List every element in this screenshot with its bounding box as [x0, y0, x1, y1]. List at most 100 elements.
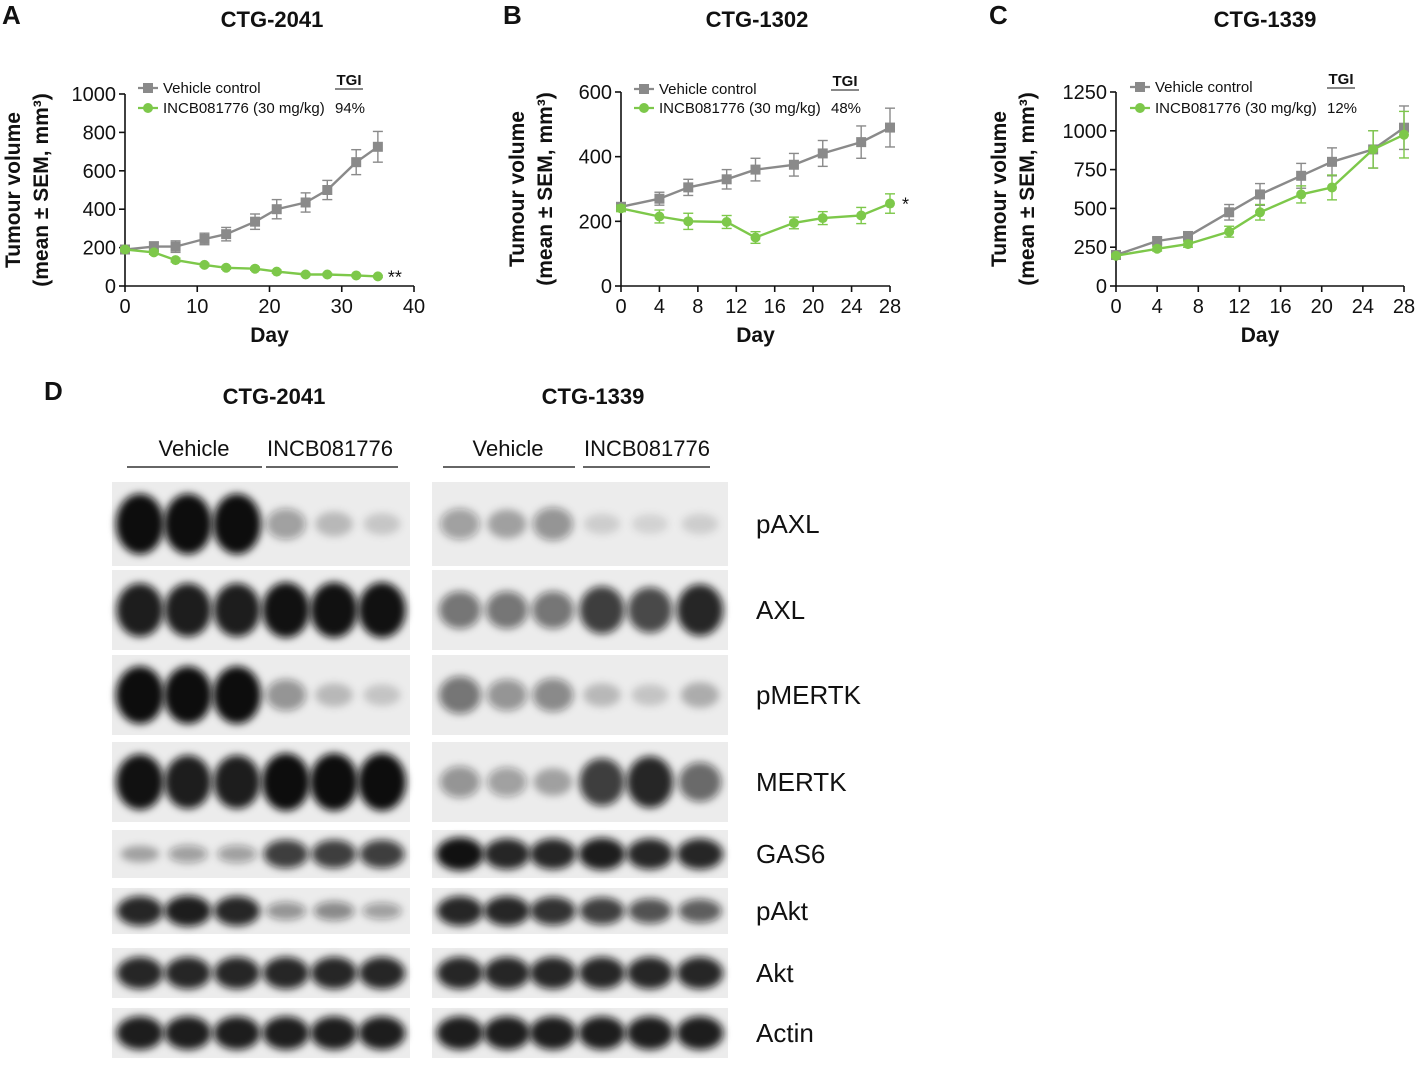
- blot-band: [676, 956, 724, 990]
- data-point-square: [322, 185, 333, 195]
- series-line: [124, 145, 379, 251]
- data-point-square: [885, 122, 895, 133]
- blot-band: [626, 756, 674, 808]
- legend-tgi-value: 48%: [831, 100, 861, 117]
- protein-label: MERTK: [756, 767, 847, 797]
- blot-band: [213, 755, 261, 809]
- y-tick-label: 1000: [72, 84, 117, 106]
- y-tick-label: 1000: [1063, 121, 1108, 143]
- blot-band: [678, 762, 722, 802]
- y-tick-label: 0: [601, 276, 612, 298]
- series-drug: [616, 193, 895, 245]
- legend-marker-square: [1135, 82, 1145, 92]
- blot-band: [681, 513, 719, 535]
- data-point-circle: [616, 203, 626, 214]
- blot-band: [676, 584, 724, 636]
- x-tick-label: 28: [879, 296, 901, 318]
- blot-band: [265, 901, 307, 921]
- y-axis-label: Tumour volume: [988, 111, 1011, 267]
- blot-band: [315, 683, 353, 707]
- data-point-square: [1327, 156, 1337, 167]
- chart-title: CTG-1339: [1214, 7, 1317, 32]
- blot-band: [116, 493, 164, 555]
- blot-band: [358, 1016, 406, 1050]
- blot-band: [532, 591, 574, 629]
- blot-row-pakt: pAkt: [112, 888, 809, 934]
- data-point-circle: [1111, 250, 1121, 261]
- legend-marker-circle: [143, 103, 153, 113]
- blot-band: [315, 511, 353, 537]
- y-tick-label: 200: [83, 238, 116, 260]
- y-tick-label: 600: [579, 82, 612, 104]
- x-axis-label: Day: [1241, 324, 1280, 347]
- data-point-circle: [885, 198, 895, 209]
- blot-row-actin: Actin: [112, 1008, 814, 1058]
- blot-band: [262, 753, 310, 811]
- x-tick-label: 16: [1269, 296, 1291, 318]
- data-point-circle: [1224, 226, 1235, 237]
- x-tick-label: 20: [1311, 296, 1333, 318]
- data-point-circle: [788, 217, 799, 228]
- x-tick-label: 40: [403, 296, 425, 318]
- blot-band: [529, 1016, 577, 1050]
- blot-band: [578, 1016, 626, 1050]
- legend-entry-label: INCB081776 (30 mg/kg): [659, 100, 821, 117]
- blot-band: [483, 956, 531, 990]
- y-tick-label: 750: [1074, 160, 1107, 182]
- legend-entry-label: Vehicle control: [163, 80, 261, 97]
- y-tick-label: 0: [1096, 276, 1107, 298]
- chart-title: CTG-1302: [706, 7, 809, 32]
- x-tick-label: 12: [1228, 296, 1250, 318]
- blot-band: [120, 845, 160, 863]
- series-vehicle: [1111, 105, 1409, 260]
- data-point-square: [300, 197, 311, 208]
- legend-entry-label: INCB081776 (30 mg/kg): [1155, 100, 1317, 117]
- x-tick-label: 8: [692, 296, 703, 318]
- blot-band: [358, 582, 406, 638]
- y-tick-label: 250: [1074, 237, 1107, 259]
- blot-band: [578, 956, 626, 990]
- data-point-circle: [1255, 207, 1265, 218]
- data-point-circle: [300, 269, 311, 280]
- blot-band: [676, 838, 724, 870]
- blot-band: [436, 837, 484, 871]
- blot-band: [529, 956, 577, 990]
- legend-tgi-header: TGI: [337, 72, 362, 89]
- data-point-square: [817, 148, 828, 159]
- blot-row-akt: Akt: [112, 948, 794, 998]
- blot-band: [310, 753, 358, 811]
- blot-band: [436, 896, 484, 926]
- y-tick-label: 1250: [1063, 82, 1108, 104]
- blot-band: [213, 583, 261, 637]
- data-point-circle: [721, 216, 732, 227]
- blot-band: [116, 666, 164, 724]
- blot-band: [310, 1016, 358, 1050]
- y-tick-label: 200: [579, 211, 612, 233]
- blot-band: [164, 956, 212, 990]
- data-point-circle: [199, 259, 210, 270]
- data-point-circle: [148, 247, 159, 258]
- y-tick-label: 600: [83, 161, 116, 183]
- blot-band: [678, 899, 722, 923]
- y-tick-label: 400: [83, 199, 116, 221]
- blot-band: [116, 1016, 164, 1050]
- data-point-square: [683, 182, 694, 193]
- blot-band: [626, 1016, 674, 1050]
- data-point-square: [372, 141, 383, 152]
- data-point-square: [721, 174, 732, 185]
- series-drug: [120, 244, 383, 282]
- data-point-circle: [351, 270, 362, 281]
- x-tick-label: 0: [119, 296, 130, 318]
- legend-tgi-header: TGI: [833, 73, 858, 90]
- legend-marker-circle: [1135, 103, 1145, 113]
- data-point-square: [1296, 170, 1307, 181]
- data-point-square: [788, 159, 799, 170]
- blot-band: [164, 895, 212, 927]
- blot-band: [483, 896, 531, 926]
- blot-drug-label-1: INCB081776: [267, 436, 393, 461]
- blot-band: [164, 583, 212, 637]
- y-tick-label: 400: [579, 147, 612, 169]
- blot-band: [362, 902, 402, 920]
- blot-band: [487, 767, 527, 797]
- protein-label: pAkt: [756, 896, 809, 926]
